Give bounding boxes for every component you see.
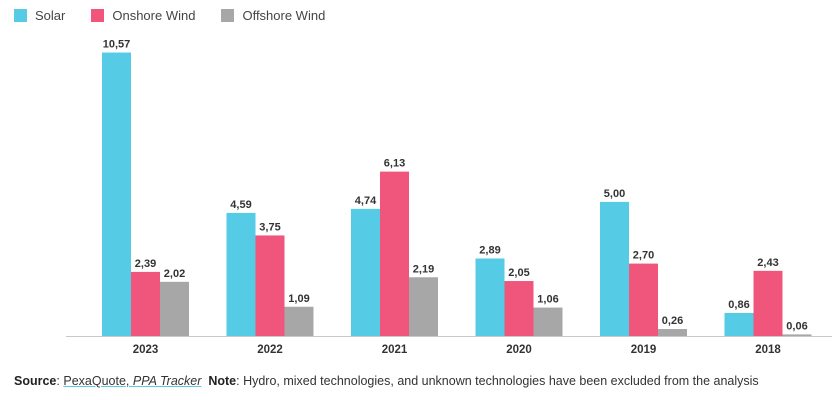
x-tick-label-2023: 2023: [133, 344, 159, 356]
bar-onshore-wind-2019: [629, 263, 658, 336]
data-label-onshore-wind-2019: 2,70: [633, 250, 654, 262]
legend-swatch-solar: [14, 9, 27, 22]
bar-offshore-wind-2022: [284, 306, 314, 336]
bar-solar-2020: [475, 258, 505, 336]
bar-solar-2023: [102, 52, 131, 336]
bar-solar-2022: [226, 212, 256, 336]
data-label-onshore-wind-2022: 3,75: [259, 221, 280, 233]
data-label-solar-2023: 10,57: [103, 39, 131, 51]
data-label-onshore-wind-2018: 2,43: [757, 257, 778, 269]
source-link-pexaquote[interactable]: PexaQuote: [63, 374, 126, 388]
legend-label-solar: Solar: [35, 8, 66, 23]
bar-solar-2018: [724, 312, 754, 336]
legend-item-solar: Solar: [14, 8, 65, 23]
bar-chart: 10,57 2,39 2,02 2023 4,59 3,75 1,09 2022 4,74 6,1…: [66, 39, 832, 356]
data-label-solar-2021: 4,74: [355, 195, 377, 207]
x-tick-label-2020: 2020: [506, 344, 532, 356]
x-tick-label-2018: 2018: [755, 344, 781, 356]
bar-offshore-wind-2023: [160, 281, 189, 336]
data-label-solar-2020: 2,89: [479, 244, 500, 256]
legend-item-offshore-wind: Offshore Wind: [221, 8, 325, 23]
source-link-separator: ,: [125, 374, 133, 388]
source-link-ppa-tracker[interactable]: PPA Tracker: [132, 374, 202, 388]
bar-onshore-wind-2020: [504, 281, 534, 336]
legend-label-onshore-wind: Onshore Wind: [112, 8, 196, 23]
x-tick-label-2021: 2021: [382, 344, 408, 356]
source-separator: :: [56, 374, 60, 388]
data-label-offshore-wind-2021: 2,19: [413, 263, 434, 275]
legend-swatch-onshore-wind: [91, 9, 105, 22]
bar-offshore-wind-2019: [658, 329, 687, 336]
bar-onshore-wind-2021: [380, 171, 409, 336]
source-label: Source: [14, 374, 57, 388]
data-label-solar-2018: 0,86: [728, 299, 749, 311]
source-links[interactable]: PexaQuote, PPA Tracker: [63, 374, 201, 388]
bar-solar-2019: [600, 201, 629, 336]
data-label-offshore-wind-2023: 2,02: [164, 268, 185, 280]
legend-item-onshore-wind: Onshore Wind: [91, 8, 195, 23]
legend-swatch-offshore-wind: [221, 9, 235, 22]
data-label-solar-2019: 5,00: [604, 188, 625, 200]
data-label-onshore-wind-2021: 6,13: [384, 158, 405, 170]
bar-offshore-wind-2020: [533, 307, 563, 336]
bar-onshore-wind-2022: [255, 235, 285, 336]
data-label-offshore-wind-2020: 1,06: [537, 294, 558, 306]
note-label: Note: [208, 374, 237, 388]
data-label-onshore-wind-2020: 2,05: [508, 267, 529, 279]
x-tick-label-2022: 2022: [257, 344, 283, 356]
bar-onshore-wind-2018: [753, 270, 783, 336]
chart-footer: Source: PexaQuote, PPA Tracker Note: Hyd…: [14, 374, 759, 388]
bar-offshore-wind-2021: [409, 277, 438, 336]
data-label-onshore-wind-2023: 2,39: [135, 258, 156, 270]
data-label-offshore-wind-2019: 0,26: [662, 315, 683, 327]
data-label-solar-2022: 4,59: [230, 199, 251, 211]
bar-offshore-wind-2018: [782, 334, 812, 336]
bar-onshore-wind-2023: [131, 271, 160, 336]
chart-legend: Solar Onshore Wind Offshore Wind: [14, 8, 351, 23]
bar-solar-2021: [351, 208, 380, 336]
data-label-offshore-wind-2022: 1,09: [288, 293, 309, 305]
x-tick-label-2019: 2019: [631, 344, 657, 356]
data-label-offshore-wind-2018: 0,06: [786, 320, 807, 332]
note-text: : Hydro, mixed technologies, and unknown…: [236, 374, 759, 388]
legend-label-offshore-wind: Offshore Wind: [242, 8, 326, 23]
